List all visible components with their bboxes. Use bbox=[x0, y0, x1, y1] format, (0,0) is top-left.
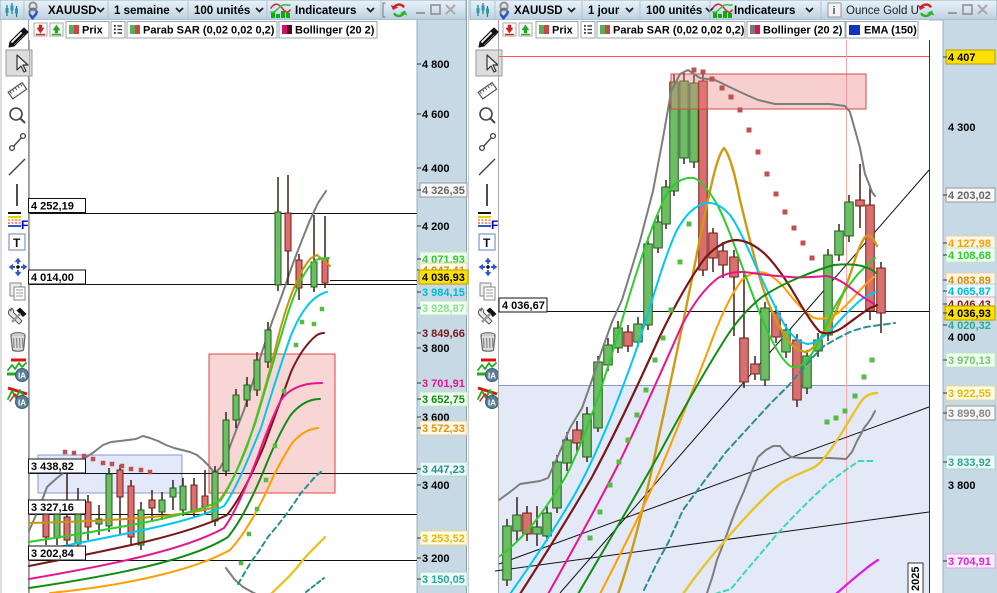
svg-text:4 800: 4 800 bbox=[422, 59, 450, 71]
svg-text:1 semaine: 1 semaine bbox=[114, 5, 170, 17]
svg-text:3 652,75: 3 652,75 bbox=[422, 394, 465, 406]
svg-text:3 572,33: 3 572,33 bbox=[422, 423, 465, 435]
svg-text:Prix: Prix bbox=[552, 25, 574, 37]
svg-text:T: T bbox=[13, 236, 21, 250]
svg-text:4 326,35: 4 326,35 bbox=[422, 185, 465, 197]
svg-text:4 400: 4 400 bbox=[422, 163, 450, 175]
svg-text:4 200: 4 200 bbox=[422, 221, 450, 233]
svg-text:3 899,80: 3 899,80 bbox=[948, 408, 991, 420]
svg-text:4 065,87: 4 065,87 bbox=[948, 286, 991, 298]
svg-text:F: F bbox=[491, 218, 498, 232]
svg-text:3 922,55: 3 922,55 bbox=[948, 388, 991, 400]
svg-text:3 150,05: 3 150,05 bbox=[422, 574, 465, 586]
svg-text:3 800: 3 800 bbox=[948, 480, 976, 492]
svg-text:4 108,68: 4 108,68 bbox=[948, 250, 991, 262]
svg-text:4 014,00: 4 014,00 bbox=[31, 272, 74, 284]
svg-text:Indicateurs: Indicateurs bbox=[295, 5, 356, 17]
svg-text:3 200: 3 200 bbox=[422, 553, 450, 565]
svg-text:4 036,93: 4 036,93 bbox=[948, 308, 991, 320]
svg-text:4 036,93: 4 036,93 bbox=[422, 272, 465, 284]
svg-text:EMA (150): EMA (150) bbox=[864, 25, 917, 37]
svg-text:Parab SAR (0,02 0,02 0,2): Parab SAR (0,02 0,02 0,2) bbox=[143, 25, 275, 37]
svg-text:3 704,91: 3 704,91 bbox=[948, 556, 991, 568]
svg-text:4 407: 4 407 bbox=[948, 52, 976, 64]
svg-text:XAUUSD: XAUUSD bbox=[48, 5, 97, 17]
svg-text:Parab SAR (0,02 0,02 0,2): Parab SAR (0,02 0,02 0,2) bbox=[613, 25, 745, 37]
svg-text:4 300: 4 300 bbox=[948, 122, 976, 134]
svg-text:3 438,82: 3 438,82 bbox=[31, 461, 74, 473]
svg-text:T: T bbox=[483, 236, 491, 250]
svg-text:3 800: 3 800 bbox=[422, 343, 450, 355]
svg-text:100 unités: 100 unités bbox=[194, 5, 250, 17]
svg-text:F: F bbox=[21, 218, 28, 232]
svg-text:2025: 2025 bbox=[910, 567, 922, 591]
svg-text:IA: IA bbox=[488, 399, 496, 408]
svg-text:3 701,91: 3 701,91 bbox=[422, 378, 465, 390]
svg-text:3 327,16: 3 327,16 bbox=[31, 502, 74, 514]
svg-text:100 unités: 100 unités bbox=[646, 5, 702, 17]
svg-text:3 447,23: 3 447,23 bbox=[422, 464, 465, 476]
svg-text:i: i bbox=[833, 5, 836, 17]
svg-text:Indicateurs: Indicateurs bbox=[734, 5, 795, 17]
svg-text:Prix: Prix bbox=[82, 25, 104, 37]
svg-text:4 000: 4 000 bbox=[948, 332, 976, 344]
svg-text:4 036,67: 4 036,67 bbox=[502, 300, 545, 312]
svg-text:3 400: 3 400 bbox=[422, 480, 450, 492]
svg-text:3 928,87: 3 928,87 bbox=[422, 303, 465, 315]
svg-text:3 849,66: 3 849,66 bbox=[422, 328, 465, 340]
svg-text:3 970,13: 3 970,13 bbox=[948, 355, 991, 367]
svg-text:4 252,19: 4 252,19 bbox=[31, 201, 74, 213]
svg-text:Bollinger (20 2): Bollinger (20 2) bbox=[763, 25, 843, 37]
svg-text:IA: IA bbox=[488, 372, 496, 381]
svg-text:4 203,02: 4 203,02 bbox=[948, 190, 991, 202]
svg-text:3 202,84: 3 202,84 bbox=[31, 548, 75, 560]
svg-text:4 020,32: 4 020,32 bbox=[948, 320, 991, 332]
svg-text:4 127,98: 4 127,98 bbox=[948, 238, 991, 250]
svg-text:3 253,52: 3 253,52 bbox=[422, 533, 465, 545]
svg-text:4 600: 4 600 bbox=[422, 109, 450, 121]
svg-text:1 jour: 1 jour bbox=[588, 5, 620, 17]
svg-text:Bollinger (20 2): Bollinger (20 2) bbox=[295, 25, 375, 37]
svg-text:Ounce Gold U: Ounce Gold U bbox=[846, 5, 919, 17]
svg-text:3 984,15: 3 984,15 bbox=[422, 287, 465, 299]
svg-text:3 833,92: 3 833,92 bbox=[948, 457, 991, 469]
svg-text:XAUUSD: XAUUSD bbox=[514, 5, 563, 17]
svg-text:IA: IA bbox=[18, 372, 26, 381]
svg-text:IA: IA bbox=[18, 399, 26, 408]
